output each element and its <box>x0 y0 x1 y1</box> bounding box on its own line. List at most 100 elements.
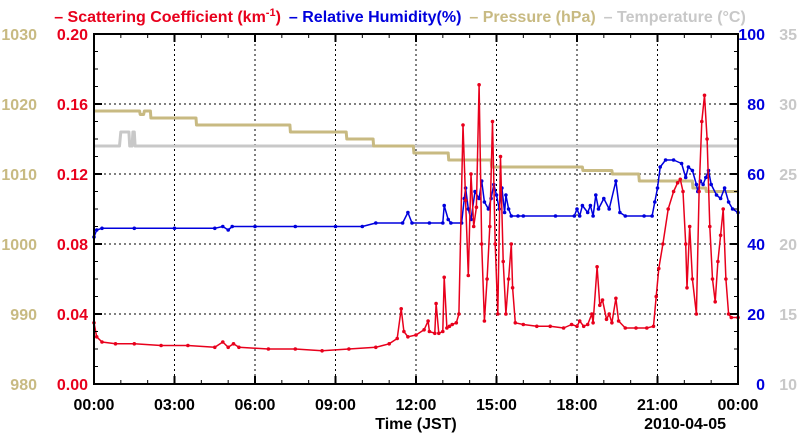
data-point <box>521 214 526 218</box>
legend-entry: – Temperature (°C) <box>604 9 746 26</box>
data-point <box>442 275 447 280</box>
data-point <box>585 210 590 215</box>
pressure-tick-label: 980 <box>10 377 37 394</box>
data-point <box>591 214 595 218</box>
scattering-tick-label: 0.08 <box>57 237 88 254</box>
data-point <box>700 119 704 124</box>
data-point <box>132 226 137 231</box>
data-point <box>426 319 430 323</box>
data-point <box>722 186 727 190</box>
data-point <box>463 198 468 203</box>
series-layer <box>92 83 740 353</box>
data-point <box>663 158 668 162</box>
data-point <box>521 322 526 327</box>
data-point <box>730 207 735 211</box>
data-point <box>548 324 552 329</box>
data-point <box>634 326 638 330</box>
data-point <box>726 200 731 204</box>
data-point <box>437 331 441 336</box>
data-point <box>651 324 656 329</box>
data-point <box>221 224 225 229</box>
data-point <box>729 315 734 320</box>
legend-entry: – Pressure (hPa) <box>469 9 595 26</box>
data-point <box>694 182 699 187</box>
data-point <box>230 224 234 229</box>
data-point <box>600 298 605 302</box>
data-point <box>496 312 500 316</box>
data-point <box>577 319 582 323</box>
data-point <box>221 340 225 344</box>
data-point <box>675 181 680 185</box>
data-point <box>427 329 432 334</box>
data-point <box>446 217 451 222</box>
data-point <box>450 322 455 327</box>
data-point <box>477 196 481 201</box>
data-point <box>561 326 566 330</box>
data-point <box>406 210 410 215</box>
data-point <box>602 196 606 201</box>
data-point <box>708 224 712 229</box>
data-point <box>510 286 515 290</box>
data-point <box>493 242 498 246</box>
data-point <box>293 224 298 229</box>
data-point <box>618 210 622 215</box>
data-point <box>585 322 590 327</box>
data-point <box>653 200 657 204</box>
x-tick-label: 12:00 <box>396 397 437 414</box>
data-point <box>469 172 473 176</box>
humidity-tick-label: 60 <box>747 167 765 184</box>
data-point <box>414 333 418 337</box>
temperature-tick-label: 20 <box>779 237 797 254</box>
series-pressure <box>94 109 738 193</box>
data-point <box>399 307 404 311</box>
data-point <box>477 83 481 87</box>
data-point <box>595 265 599 269</box>
data-point <box>445 326 449 330</box>
data-point <box>607 207 611 211</box>
data-point <box>447 324 452 329</box>
data-point <box>231 342 236 346</box>
x-tick-label: 18:00 <box>557 397 598 414</box>
data-point <box>502 210 507 215</box>
x-tick-label: 03:00 <box>154 397 195 414</box>
data-point <box>441 221 445 225</box>
data-point <box>406 335 410 339</box>
data-point <box>509 214 514 218</box>
data-point <box>623 326 628 330</box>
data-point <box>683 175 688 180</box>
scattering-tick-label: 0.04 <box>57 307 88 324</box>
data-point <box>718 233 723 238</box>
data-point <box>575 207 579 211</box>
series-line <box>93 159 739 238</box>
data-point <box>266 347 271 351</box>
scattering-tick-label: 0.20 <box>57 27 88 44</box>
humidity-tick-label: 100 <box>738 27 765 44</box>
data-point <box>466 207 471 211</box>
data-point <box>132 342 137 346</box>
data-point <box>702 93 707 98</box>
data-point <box>683 242 688 246</box>
data-point <box>293 347 298 351</box>
data-point <box>94 228 99 232</box>
data-point <box>442 203 447 208</box>
data-point <box>721 207 725 211</box>
x-tick-label: 06:00 <box>235 397 276 414</box>
data-point <box>705 137 709 141</box>
data-point <box>694 312 699 316</box>
data-point <box>577 214 582 218</box>
date-label: 2010-04-05 <box>644 416 726 433</box>
x-tick-label: 00:00 <box>718 397 759 414</box>
data-point <box>449 221 453 225</box>
data-point <box>454 321 459 325</box>
x-axis-label: Time (JST) <box>375 416 457 433</box>
data-point <box>347 347 351 351</box>
data-point <box>569 322 574 327</box>
humidity-tick-label: 80 <box>747 97 765 114</box>
data-point <box>513 321 518 325</box>
data-point <box>94 335 99 339</box>
scattering-tick-label: 0.00 <box>57 377 88 394</box>
data-point <box>588 203 593 208</box>
data-point <box>509 242 514 246</box>
data-point <box>441 329 445 334</box>
